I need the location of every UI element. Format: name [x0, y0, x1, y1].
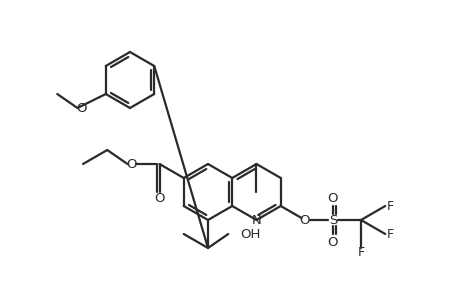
Text: O: O — [327, 236, 337, 248]
Text: N: N — [251, 214, 261, 226]
Text: F: F — [386, 227, 393, 241]
Text: F: F — [386, 200, 393, 212]
Text: O: O — [76, 101, 87, 115]
Text: O: O — [154, 193, 164, 206]
Text: F: F — [357, 247, 364, 260]
Text: O: O — [299, 214, 309, 226]
Text: O: O — [126, 158, 136, 170]
Text: OH: OH — [240, 227, 260, 241]
Text: S: S — [328, 214, 336, 226]
Text: O: O — [327, 191, 337, 205]
